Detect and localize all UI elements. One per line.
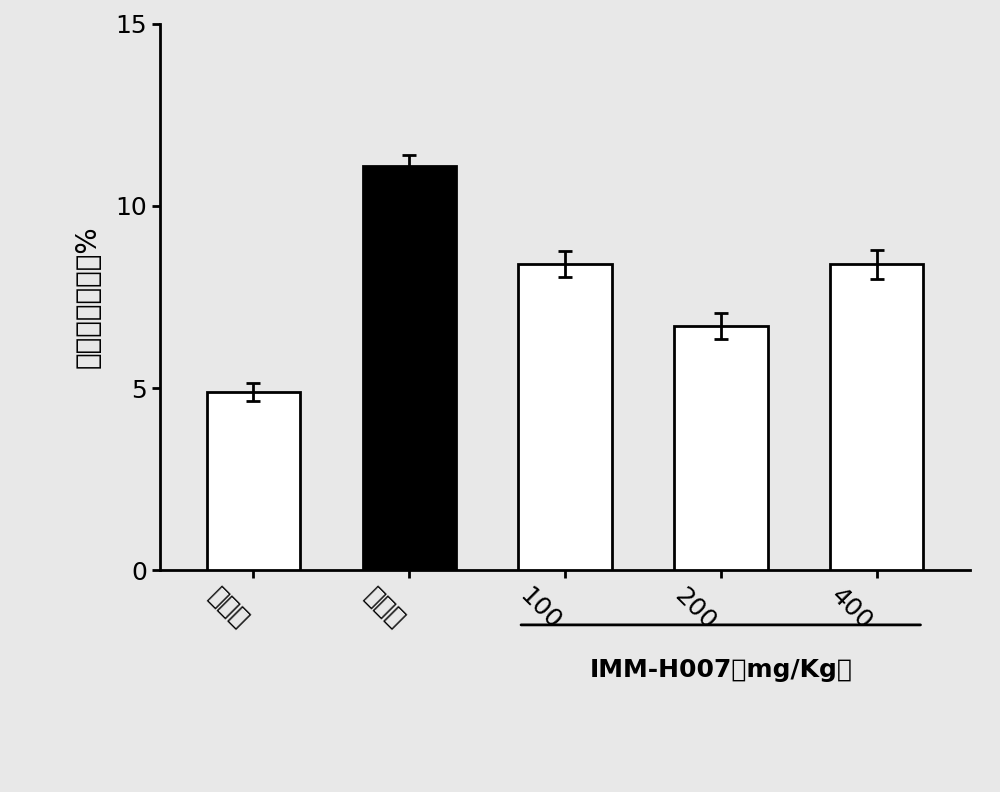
Bar	[830, 265, 923, 570]
Bar	[518, 265, 612, 570]
Y-axis label: 循环血单核细胞%: 循环血单核细胞%	[73, 226, 101, 368]
Bar	[674, 326, 768, 570]
Text: IMM-H007（mg/Kg）: IMM-H007（mg/Kg）	[589, 657, 852, 682]
Bar	[363, 166, 456, 570]
Bar	[207, 392, 300, 570]
